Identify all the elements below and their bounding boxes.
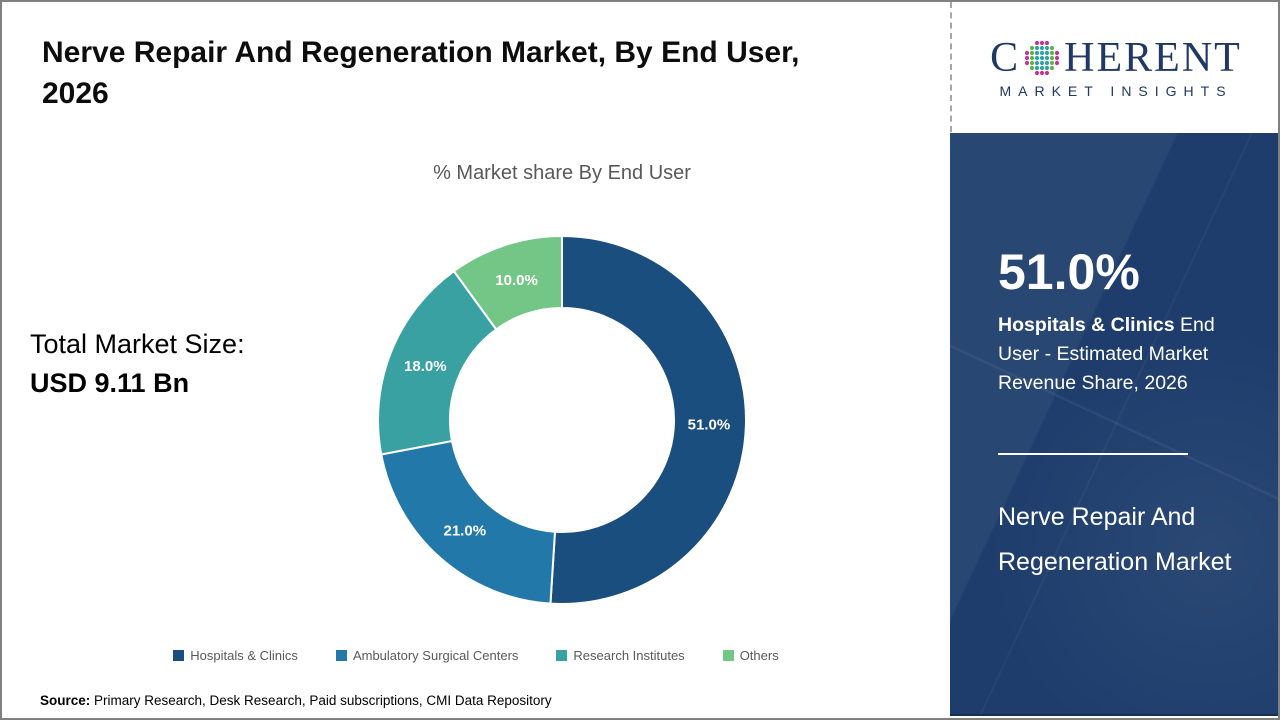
- total-market-size-value: USD 9.11 Bn: [30, 368, 190, 399]
- globe-dot: [1055, 60, 1060, 65]
- globe-dot: [1025, 60, 1030, 65]
- globe-dot: [1050, 60, 1055, 65]
- globe-dot: [1025, 50, 1030, 55]
- page-title: Nerve Repair And Regeneration Market, By…: [42, 36, 800, 111]
- logo-letter-c: C: [990, 34, 1021, 81]
- globe-dot: [1030, 50, 1035, 55]
- globe-dot: [1040, 55, 1045, 60]
- donut-slice-label-0: 51.0%: [688, 417, 731, 434]
- legend-label: Research Institutes: [573, 648, 685, 663]
- globe-dot: [1035, 55, 1040, 60]
- legend-item-0: Hospitals & Clinics: [173, 648, 298, 663]
- globe-dot: [1050, 50, 1055, 55]
- globe-dot: [1055, 50, 1060, 55]
- legend-label: Ambulatory Surgical Centers: [352, 648, 519, 663]
- globe-dot: [1040, 65, 1045, 70]
- globe-dot: [1050, 45, 1055, 50]
- dotted-globe-icon: [1025, 40, 1060, 75]
- highlight-description: Hospitals & Clinics End User - Estimated…: [998, 311, 1238, 398]
- source-line: Source: Primary Research, Desk Research,…: [40, 693, 552, 708]
- globe-dot: [1030, 65, 1035, 70]
- globe-dot: [1050, 65, 1055, 70]
- source-label: Source:: [40, 693, 91, 708]
- donut-slice-3: [452, 234, 563, 331]
- donut-slice-label-3: 10.0%: [495, 272, 538, 289]
- highlight-segment-name: Hospitals & Clinics: [998, 314, 1175, 336]
- globe-dot: [1050, 55, 1055, 60]
- highlight-sidebar: 51.0% Hospitals & Clinics End User - Est…: [950, 133, 1278, 716]
- donut-slice-label-1: 21.0%: [444, 522, 487, 539]
- globe-dot: [1040, 40, 1045, 45]
- globe-dot: [1045, 50, 1050, 55]
- donut-slice-label-2: 18.0%: [404, 358, 447, 375]
- globe-dot: [1030, 45, 1035, 50]
- globe-dot: [1035, 50, 1040, 55]
- legend-swatch: [335, 650, 347, 661]
- globe-dot: [1045, 55, 1050, 60]
- globe-dot: [1035, 70, 1040, 75]
- globe-dot: [1045, 45, 1050, 50]
- legend-swatch: [173, 650, 185, 661]
- globe-dot: [1040, 50, 1045, 55]
- highlight-description-rest: End User - Estimated Market Revenue Shar…: [998, 314, 1215, 394]
- source-text: Primary Research, Desk Research, Paid su…: [90, 693, 552, 708]
- sidebar-market-name: Nerve Repair And Regeneration Market: [998, 503, 1232, 576]
- legend-label: Hospitals & Clinics: [190, 648, 298, 663]
- sidebar-divider-line: [998, 453, 1188, 455]
- globe-dot: [1040, 45, 1045, 50]
- globe-dot: [1045, 60, 1050, 65]
- globe-dot: [1040, 60, 1045, 65]
- legend-item-2: Research Institutes: [556, 648, 685, 663]
- globe-dot: [1025, 55, 1030, 60]
- globe-dot: [1045, 70, 1050, 75]
- legend-swatch: [556, 650, 568, 661]
- logo-subtitle: MARKET INSIGHTS: [999, 82, 1233, 99]
- globe-dot: [1035, 40, 1040, 45]
- logo-band: C HERENT MARKET INSIGHTS: [952, 2, 1278, 133]
- legend-swatch: [722, 650, 734, 661]
- highlight-percentage: 51.0%: [998, 244, 1140, 300]
- globe-dot: [1030, 55, 1035, 60]
- globe-dot: [1040, 70, 1045, 75]
- coherent-logo: C HERENT: [990, 37, 1242, 79]
- globe-dot: [1035, 60, 1040, 65]
- chart-subtitle: % Market share By End User: [433, 162, 691, 184]
- logo-letters-rest: HERENT: [1064, 34, 1242, 81]
- total-market-size-label: Total Market Size:: [30, 329, 245, 359]
- legend-label: Others: [739, 648, 779, 663]
- chart-legend: Hospitals & Clinics Ambulatory Surgical C…: [2, 648, 950, 663]
- legend-item-3: Others: [722, 648, 779, 663]
- globe-dot: [1030, 60, 1035, 65]
- dashed-divider: [950, 2, 952, 132]
- donut-slice-0: [549, 234, 747, 605]
- donut-slice-1: [380, 439, 557, 605]
- donut-chart: 51.0% 21.0% 18.0% 10.0%: [377, 234, 747, 605]
- globe-dot: [1035, 45, 1040, 50]
- legend-item-1: Ambulatory Surgical Centers: [335, 648, 519, 663]
- globe-dot: [1055, 55, 1060, 60]
- globe-dot: [1035, 65, 1040, 70]
- globe-dot: [1045, 65, 1050, 70]
- total-market-size-block: Total Market Size: USD 9.11 Bn: [30, 325, 245, 403]
- globe-dot: [1045, 40, 1050, 45]
